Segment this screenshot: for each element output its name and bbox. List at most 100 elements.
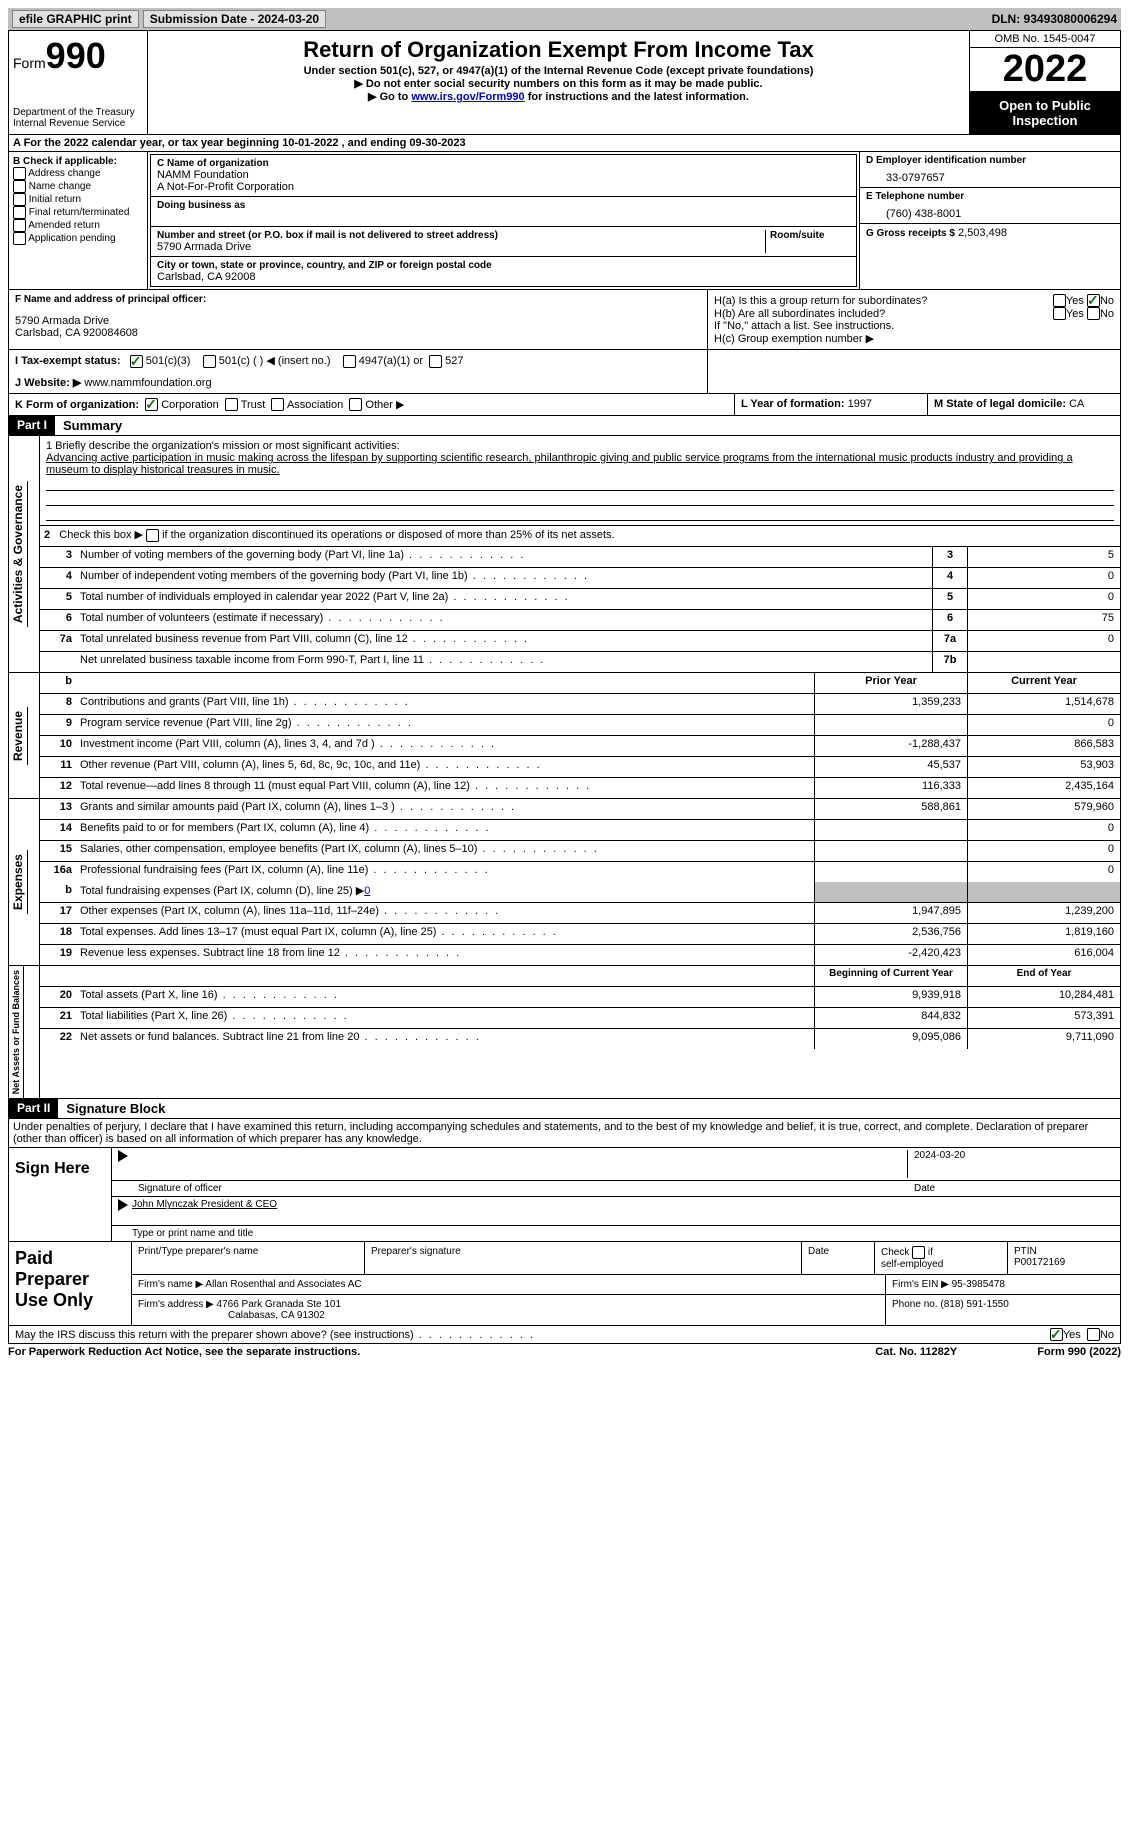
ha-yes-check[interactable] xyxy=(1053,294,1066,307)
summary-row: 12Total revenue—add lines 8 through 11 (… xyxy=(40,778,1120,798)
prior-val: -2,420,423 xyxy=(814,945,967,965)
line-desc: Total liabilities (Part X, line 26) xyxy=(76,1008,814,1028)
line-val: 0 xyxy=(967,589,1120,609)
current-val: 2,435,164 xyxy=(967,778,1120,798)
prior-val: 588,861 xyxy=(814,799,967,819)
check-501c[interactable] xyxy=(203,355,216,368)
summary-row: 9Program service revenue (Part VIII, lin… xyxy=(40,715,1120,736)
check-name-change[interactable] xyxy=(13,180,26,193)
footer-right: Form 990 (2022) xyxy=(1037,1346,1121,1358)
current-val: 0 xyxy=(967,841,1120,861)
i-label: I Tax-exempt status: xyxy=(15,355,121,367)
hb-no-check[interactable] xyxy=(1087,307,1100,320)
line-desc: Contributions and grants (Part VIII, lin… xyxy=(76,694,814,714)
check-other[interactable] xyxy=(349,398,362,411)
line-desc: Other revenue (Part VIII, column (A), li… xyxy=(76,757,814,777)
website-value: www.nammfoundation.org xyxy=(84,377,211,389)
discuss-row: May the IRS discuss this return with the… xyxy=(8,1326,1121,1344)
line-val: 5 xyxy=(967,547,1120,567)
note-ssn: ▶ Do not enter social security numbers o… xyxy=(152,77,965,90)
section-b: B Check if applicable: Address change Na… xyxy=(9,152,148,289)
ha-yes: Yes xyxy=(1066,295,1084,307)
line-desc: Benefits paid to or for members (Part IX… xyxy=(76,820,814,840)
state-domicile: CA xyxy=(1069,398,1084,410)
check-amended[interactable] xyxy=(13,219,26,232)
current-year-header: Current Year xyxy=(967,673,1120,693)
check-corp[interactable] xyxy=(145,398,158,411)
line-desc: Total expenses. Add lines 13–17 (must eq… xyxy=(76,924,814,944)
line-val: 75 xyxy=(967,610,1120,630)
discuss-yes-check[interactable] xyxy=(1050,1328,1063,1341)
city-state-zip: Carlsbad, CA 92008 xyxy=(157,271,850,283)
check-app-pending[interactable] xyxy=(13,232,26,245)
discuss-no: No xyxy=(1100,1329,1114,1341)
line-num: 15 xyxy=(40,841,76,861)
ha-no: No xyxy=(1100,295,1114,307)
irs-label: Internal Revenue Service xyxy=(13,118,143,129)
prior-val: 1,359,233 xyxy=(814,694,967,714)
b-item-0: Address change xyxy=(28,168,100,179)
line-desc: Salaries, other compensation, employee b… xyxy=(76,841,814,861)
firm-ein: 95-3985478 xyxy=(952,1279,1005,1290)
line-box: 6 xyxy=(932,610,967,630)
summary-row: 8Contributions and grants (Part VIII, li… xyxy=(40,694,1120,715)
summary-row: 6Total number of volunteers (estimate if… xyxy=(40,610,1120,631)
check-final-return[interactable] xyxy=(13,206,26,219)
discuss-no-check[interactable] xyxy=(1087,1328,1100,1341)
summary-row: 15Salaries, other compensation, employee… xyxy=(40,841,1120,862)
ein-label: D Employer identification number xyxy=(866,155,1114,166)
form-subtitle: Under section 501(c), 527, or 4947(a)(1)… xyxy=(152,65,965,77)
line-num: 11 xyxy=(40,757,76,777)
hb-yes-check[interactable] xyxy=(1053,307,1066,320)
check-trust[interactable] xyxy=(225,398,238,411)
row-l: L Year of formation: 1997 xyxy=(735,394,928,416)
line-desc: Total number of volunteers (estimate if … xyxy=(76,610,932,630)
line-desc: Total unrelated business revenue from Pa… xyxy=(76,631,932,651)
gross-label: G Gross receipts $ xyxy=(866,228,955,239)
line-num: 8 xyxy=(40,694,76,714)
check-4947[interactable] xyxy=(343,355,356,368)
summary-row: 20Total assets (Part X, line 16)9,939,91… xyxy=(40,987,1120,1008)
row-i: I Tax-exempt status: 501(c)(3) 501(c) ( … xyxy=(15,354,701,368)
arrow-icon-2 xyxy=(118,1199,128,1211)
summary-row: 7aTotal unrelated business revenue from … xyxy=(40,631,1120,652)
irs-link[interactable]: www.irs.gov/Form990 xyxy=(411,91,524,103)
check-501c3[interactable] xyxy=(130,355,143,368)
current-val: 0 xyxy=(967,715,1120,735)
efile-button[interactable]: efile GRAPHIC print xyxy=(12,10,139,28)
row-j: J Website: ▶ www.nammfoundation.org xyxy=(15,376,701,389)
ptin-value: P00172169 xyxy=(1014,1257,1114,1268)
line-desc: Number of independent voting members of … xyxy=(76,568,932,588)
current-val: 1,819,160 xyxy=(967,924,1120,944)
i-opt3: 4947(a)(1) or xyxy=(359,355,423,367)
check-discontinued[interactable] xyxy=(146,529,159,542)
revenue-label: Revenue xyxy=(9,707,28,765)
summary-row: 11Other revenue (Part VIII, column (A), … xyxy=(40,757,1120,778)
check-527[interactable] xyxy=(429,355,442,368)
f-label: F Name and address of principal officer: xyxy=(15,294,701,305)
summary-row: 13Grants and similar amounts paid (Part … xyxy=(40,799,1120,820)
prior-year-header: Prior Year xyxy=(814,673,967,693)
tel-label: E Telephone number xyxy=(866,191,1114,202)
ha-label: H(a) Is this a group return for subordin… xyxy=(714,295,1053,307)
name-title-label: Type or print name and title xyxy=(112,1226,1120,1241)
check-initial-return[interactable] xyxy=(13,193,26,206)
ein-value: 33-0797657 xyxy=(866,166,1114,184)
check-address-change[interactable] xyxy=(13,167,26,180)
officer-addr1: 5790 Armada Drive xyxy=(15,315,701,327)
prior-val: 45,537 xyxy=(814,757,967,777)
line-val: 0 xyxy=(967,631,1120,651)
submission-button[interactable]: Submission Date - 2024-03-20 xyxy=(143,10,326,28)
summary-row: 21Total liabilities (Part X, line 26)844… xyxy=(40,1008,1120,1029)
current-val: 866,583 xyxy=(967,736,1120,756)
note2-pre: ▶ Go to xyxy=(368,91,411,103)
note-website: ▶ Go to www.irs.gov/Form990 for instruct… xyxy=(152,90,965,103)
line-num: 3 xyxy=(40,547,76,567)
check-assoc[interactable] xyxy=(271,398,284,411)
line-desc: Total revenue—add lines 8 through 11 (mu… xyxy=(76,778,814,798)
row-m: M State of legal domicile: CA xyxy=(928,394,1120,416)
current-val: 53,903 xyxy=(967,757,1120,777)
summary-row: 19Revenue less expenses. Subtract line 1… xyxy=(40,945,1120,965)
check-selfemp[interactable] xyxy=(912,1246,925,1259)
ha-no-check[interactable] xyxy=(1087,294,1100,307)
